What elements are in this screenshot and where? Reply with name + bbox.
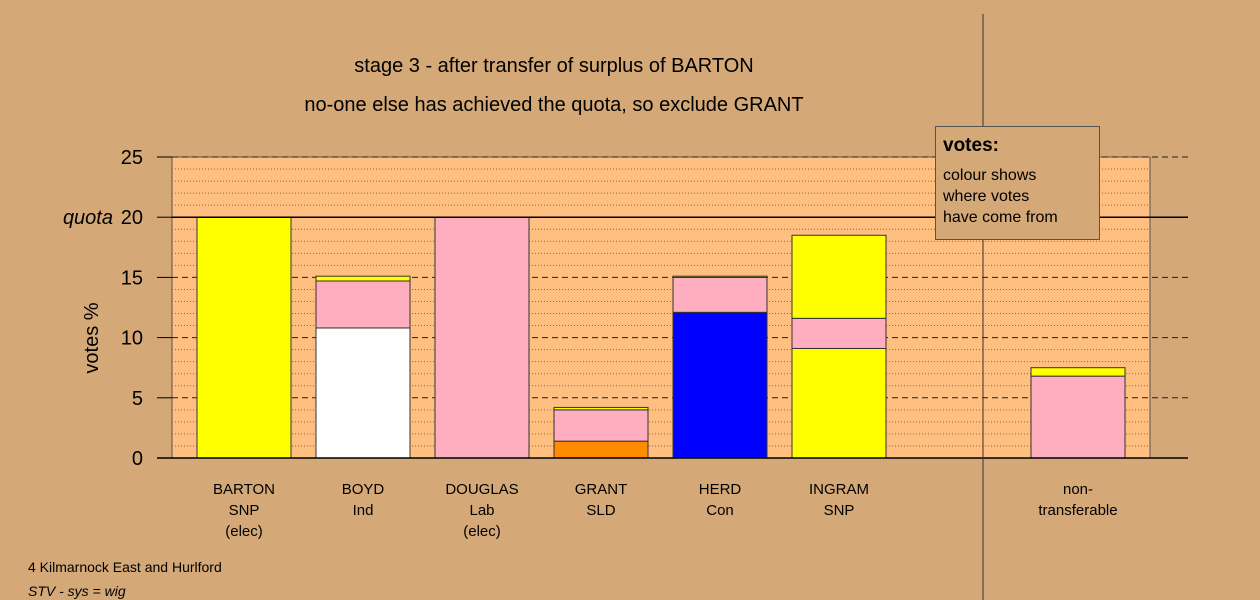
bar-ingram-segment bbox=[791, 234, 887, 319]
bar-grant-segment bbox=[553, 440, 649, 459]
y-tick-label: 5 bbox=[132, 388, 143, 410]
category-label: SNP bbox=[229, 502, 260, 519]
chart-subtitle: no-one else has achieved the quota, so e… bbox=[304, 94, 803, 116]
y-tick-label: 20 bbox=[121, 207, 143, 229]
system-note: STV - sys = wig bbox=[28, 583, 126, 599]
bars bbox=[196, 216, 1126, 459]
bar-barton-segment bbox=[196, 216, 292, 459]
category-label: BARTON bbox=[213, 481, 275, 498]
ward-name: 4 Kilmarnock East and Hurlford bbox=[28, 559, 222, 575]
y-tick-label: 25 bbox=[121, 147, 143, 169]
category-label: SLD bbox=[586, 502, 615, 519]
bar-grant-segment bbox=[553, 409, 649, 442]
bar-ingram-segment bbox=[791, 317, 887, 349]
category-label: INGRAM bbox=[809, 481, 869, 498]
bar-herd-segment bbox=[672, 276, 768, 313]
category-label: (elec) bbox=[225, 523, 263, 540]
category-label: Con bbox=[706, 502, 734, 519]
chart-title: stage 3 - after transfer of surplus of B… bbox=[354, 55, 753, 77]
quota-label: quota bbox=[63, 207, 113, 229]
category-label: Lab bbox=[469, 502, 494, 519]
legend-line-3: have come from bbox=[943, 209, 1058, 226]
category-label: (elec) bbox=[463, 523, 501, 540]
legend: votes: colour shows where votes have com… bbox=[935, 126, 1100, 240]
bar-herd-segment bbox=[672, 311, 768, 459]
bar-nontransferable-segment bbox=[1030, 375, 1126, 459]
y-axis-label: votes % bbox=[81, 302, 103, 373]
bar-grant-segment bbox=[553, 406, 649, 411]
category-label: Ind bbox=[353, 502, 374, 519]
nontransferable-label-1: non- bbox=[1063, 481, 1093, 498]
nontransferable-label-2: transferable bbox=[1038, 502, 1117, 519]
category-label: BOYD bbox=[342, 481, 385, 498]
bar-boyd-segment bbox=[315, 275, 411, 282]
bar-boyd-segment bbox=[315, 327, 411, 459]
bar-herd-segment bbox=[672, 275, 768, 278]
y-tick-label: 0 bbox=[132, 448, 143, 470]
axes: 0 5 10 15 20 25 BARTON SNP (elec) BOYD Ind DOUGLAS L… bbox=[121, 14, 1188, 600]
legend-title: votes: bbox=[943, 135, 999, 156]
bar-nontransferable-segment bbox=[1030, 367, 1126, 377]
category-label: HERD bbox=[699, 481, 742, 498]
y-tick-label: 15 bbox=[121, 267, 143, 289]
legend-line-2: where votes bbox=[943, 188, 1030, 205]
bar-ingram-segment bbox=[791, 347, 887, 459]
bar-boyd-segment bbox=[315, 280, 411, 329]
y-tick-label: 10 bbox=[121, 328, 143, 350]
legend-line-1: colour shows bbox=[943, 167, 1037, 184]
category-label: SNP bbox=[824, 502, 855, 519]
bar-douglas-segment bbox=[434, 216, 530, 459]
category-label: GRANT bbox=[575, 481, 628, 498]
category-label: DOUGLAS bbox=[445, 481, 518, 498]
